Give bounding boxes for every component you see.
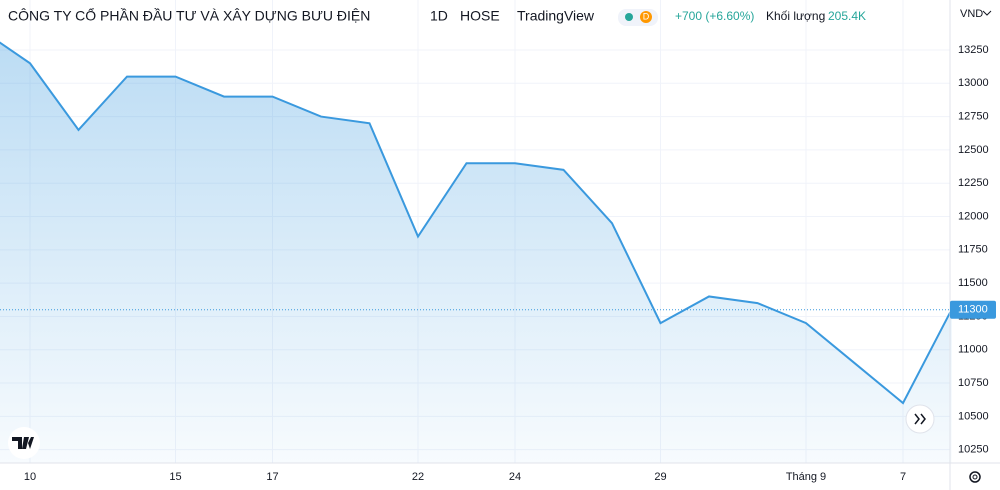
interval: 1D xyxy=(430,8,448,24)
dropdown-icon[interactable] xyxy=(982,10,992,16)
title: CÔNG TY CỔ PHẦN ĐẦU TƯ VÀ XÂY DỰNG BƯU Đ… xyxy=(8,7,370,24)
price-line xyxy=(0,41,953,405)
x-tick-label: 7 xyxy=(900,471,906,483)
plot xyxy=(0,41,953,463)
y-tick-label: 10500 xyxy=(958,410,989,422)
scroll-button[interactable] xyxy=(905,404,935,434)
x-tick-label: Tháng 9 xyxy=(786,471,826,483)
x-tick-label: 29 xyxy=(654,471,666,483)
settings-icon[interactable] xyxy=(969,471,981,483)
status-pill xyxy=(618,9,658,26)
last-price-tag xyxy=(950,300,996,319)
y-tick-label: 11500 xyxy=(958,277,988,289)
y-tick-label: 10250 xyxy=(958,444,989,456)
volume: 205.4K xyxy=(828,9,866,23)
last-price-label: 11300 xyxy=(958,304,988,316)
y-tick-label: 12000 xyxy=(958,210,989,222)
area-fill xyxy=(0,42,952,463)
volume-label: Khối lượng xyxy=(766,9,825,23)
y-tick-label: 11750 xyxy=(958,244,988,256)
x-tick-label: 10 xyxy=(24,471,36,483)
x-tick-label: 17 xyxy=(266,471,278,483)
y-tick-label: 12750 xyxy=(958,110,989,122)
badge: D xyxy=(643,11,650,21)
x-tick-label: 22 xyxy=(412,471,424,483)
x-tick-label: 24 xyxy=(509,471,521,483)
tv-logo xyxy=(8,427,40,459)
status-dot xyxy=(625,13,633,21)
y-tick-label: 13000 xyxy=(958,77,989,89)
badge-bg xyxy=(640,11,652,23)
source: TradingView xyxy=(517,8,595,24)
x-tick-label: 15 xyxy=(169,471,181,483)
y-tick-label: 12250 xyxy=(958,177,989,189)
exchange: HOSE xyxy=(460,8,500,24)
change: +700 (+6.60%) xyxy=(675,9,754,23)
y-tick-label: 10750 xyxy=(958,377,989,389)
currency: VND xyxy=(960,8,983,20)
y-tick-label: 12500 xyxy=(958,144,989,156)
y-tick-label: 13250 xyxy=(958,44,989,56)
y-tick-label: 11000 xyxy=(958,344,988,356)
